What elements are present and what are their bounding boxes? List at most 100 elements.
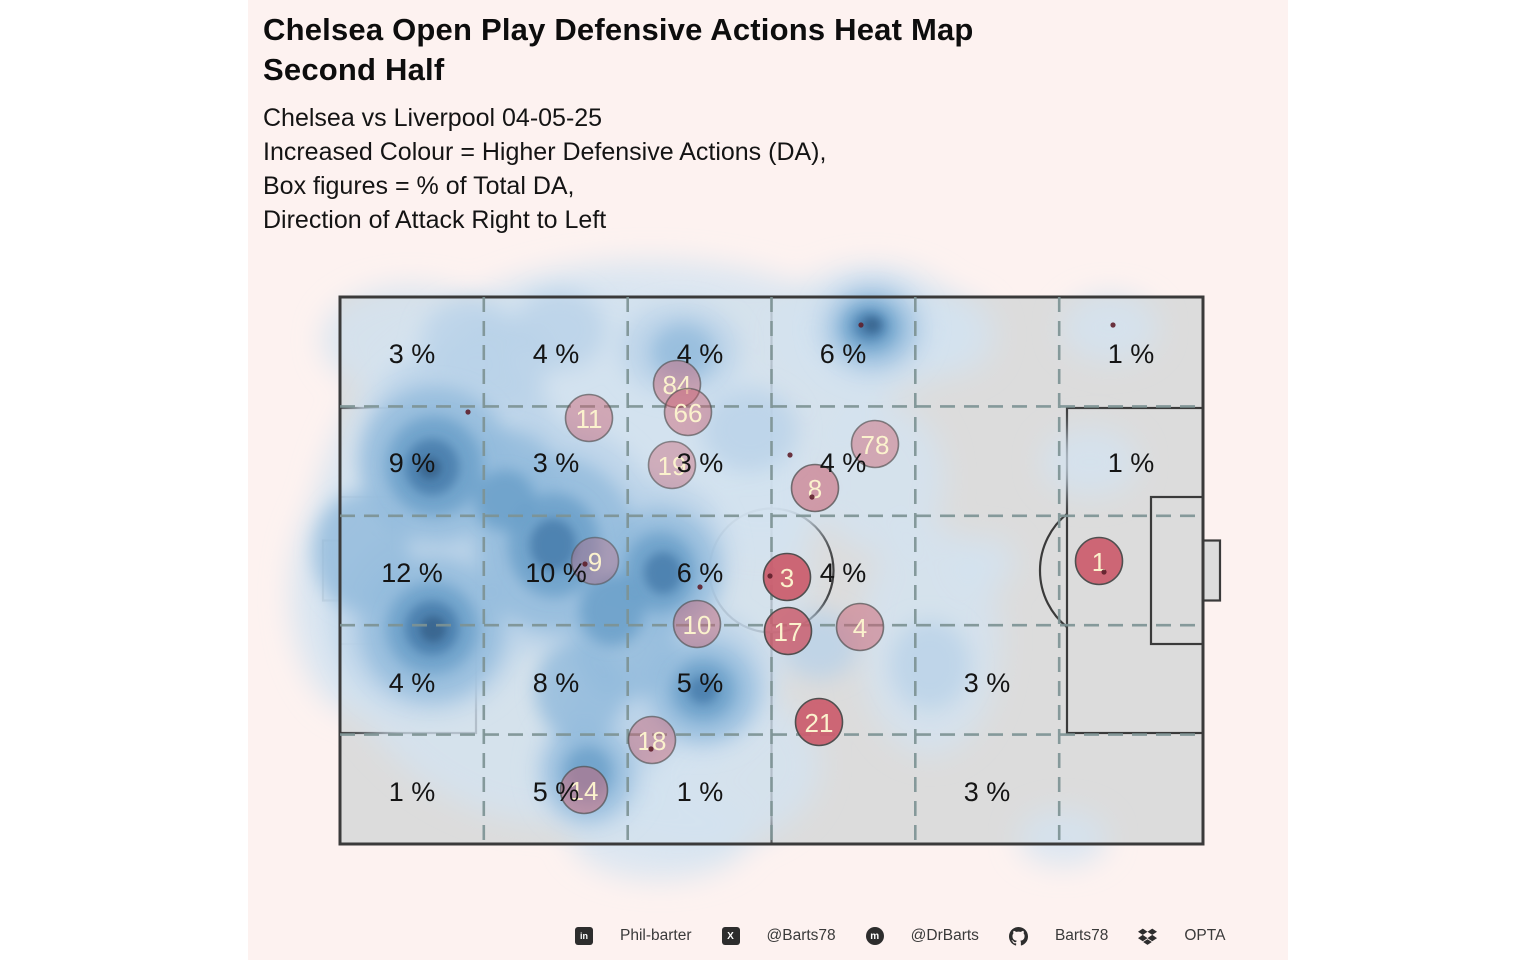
subtitle-box-note: Box figures = % of Total DA, xyxy=(263,172,575,200)
player-marker: 9 xyxy=(570,536,620,586)
zone-pct-label: 1 % xyxy=(677,777,724,807)
heat-blob xyxy=(530,519,576,571)
title-block: Chelsea Open Play Defensive Actions Heat… xyxy=(263,10,974,90)
player-marker: 21 xyxy=(794,697,844,747)
mastodon-icon: m xyxy=(865,927,884,945)
player-marker: 78 xyxy=(850,419,900,469)
heat-blob xyxy=(651,324,715,380)
action-dot xyxy=(697,584,703,590)
zone-pct-label: 12 % xyxy=(381,558,443,588)
credit-github: Barts78 xyxy=(1008,926,1109,946)
player-number-label: 19 xyxy=(658,451,687,481)
chart-title-line1: Chelsea Open Play Defensive Actions Heat… xyxy=(263,12,974,47)
linkedin-icon: in xyxy=(575,927,593,945)
player-marker: 11 xyxy=(564,393,614,443)
player-marker: 19 xyxy=(647,440,697,490)
heat-blob xyxy=(890,620,970,710)
player-marker: 1 xyxy=(1074,536,1124,586)
player-marker: 17 xyxy=(763,606,813,656)
heat-blob xyxy=(955,537,1015,589)
player-number-label: 18 xyxy=(638,726,667,756)
player-marker-circle xyxy=(1074,536,1124,586)
player-marker-circle xyxy=(627,715,677,765)
player-marker: 3 xyxy=(762,552,812,602)
github-handle: Barts78 xyxy=(1054,927,1109,944)
player-marker-circle xyxy=(790,463,840,513)
heat-blob xyxy=(644,552,682,594)
player-number-label: 10 xyxy=(683,610,712,640)
heat-blob xyxy=(1042,428,1138,496)
action-dot xyxy=(1110,322,1116,328)
dropbox-icon xyxy=(1138,928,1158,945)
zone-pct-label: 3 % xyxy=(964,777,1011,807)
heat-blob xyxy=(864,318,880,332)
credit-mastodon: m @DrBarts xyxy=(865,927,979,945)
credit-linkedin: in Phil-barter xyxy=(575,927,692,945)
action-dot xyxy=(1101,569,1107,575)
action-dot xyxy=(582,561,588,567)
chart-title-line2: Second Half xyxy=(263,52,445,87)
heat-blob xyxy=(695,443,825,553)
action-dot xyxy=(809,494,815,500)
mastodon-handle: @DrBarts xyxy=(910,927,979,944)
zone-pct-label: 1 % xyxy=(389,777,436,807)
zone-pct-label: 6 % xyxy=(677,558,724,588)
player-number-label: 84 xyxy=(663,370,692,400)
player-marker: 18 xyxy=(627,715,677,765)
player-number-label: 8 xyxy=(808,474,822,504)
player-marker: 14 xyxy=(559,765,609,815)
player-number-label: 1 xyxy=(1092,547,1106,577)
credit-opta: OPTA xyxy=(1138,927,1225,946)
heat-blob xyxy=(535,640,625,740)
heat-blob xyxy=(1018,810,1108,866)
action-dots xyxy=(465,322,1116,752)
zone-pct-label: 1 % xyxy=(1108,339,1155,369)
zone-pct-label: 6 % xyxy=(820,339,867,369)
subtitle-colour-note: Increased Colour = Higher Defensive Acti… xyxy=(263,138,827,166)
linkedin-handle: Phil-barter xyxy=(620,927,692,944)
player-marker-circle xyxy=(663,387,713,437)
zone-pct-label: 5 % xyxy=(533,777,580,807)
heat-blob xyxy=(419,457,441,479)
heat-blob xyxy=(1062,294,1158,362)
zone-pct-label: 4 % xyxy=(389,668,436,698)
footer-credits: in Phil-barter X @Barts78 m @DrBarts Bar… xyxy=(575,922,1225,950)
opta-credit: OPTA xyxy=(1184,927,1226,944)
goal-right xyxy=(1201,539,1222,602)
heat-blob xyxy=(420,616,446,642)
action-dot xyxy=(465,409,471,415)
zone-pct-label: 4 % xyxy=(820,558,867,588)
player-marker: 10 xyxy=(672,599,722,649)
player-number-label: 9 xyxy=(588,547,602,577)
zone-pct-label: 8 % xyxy=(533,668,580,698)
player-marker-circle xyxy=(835,602,885,652)
heat-blob xyxy=(688,676,718,704)
player-number-label: 11 xyxy=(576,404,603,434)
action-dot xyxy=(648,746,654,752)
player-marker-circle xyxy=(672,599,722,649)
player-number-label: 17 xyxy=(774,617,803,647)
zone-pct-label: 1 % xyxy=(1108,448,1155,478)
zone-pct-label: 4 % xyxy=(677,339,724,369)
heat-blob xyxy=(702,388,798,472)
player-number-label: 14 xyxy=(570,776,599,806)
player-number-label: 4 xyxy=(853,613,867,643)
zone-pct-label: 3 % xyxy=(533,448,580,478)
zone-labels: 3 % 4 % 4 % 6 % 1 % 9 % 3 % 3 % 4 % 1 % 12 % 10 % 6 … xyxy=(381,339,1154,807)
credit-x: X @Barts78 xyxy=(721,927,836,945)
player-number-label: 3 xyxy=(780,563,794,593)
heat-layer xyxy=(419,318,880,642)
zone-pct-label: 9 % xyxy=(389,448,436,478)
player-marker-circle xyxy=(763,606,813,656)
player-marker-circle xyxy=(794,697,844,747)
player-marker-circle xyxy=(570,536,620,586)
heat-blob xyxy=(450,315,550,405)
zone-pct-label: 4 % xyxy=(820,448,867,478)
zone-pct-label: 3 % xyxy=(677,448,724,478)
heat-blob xyxy=(905,295,995,375)
x-icon: X xyxy=(721,927,740,945)
zone-pct-label: 3 % xyxy=(964,668,1011,698)
